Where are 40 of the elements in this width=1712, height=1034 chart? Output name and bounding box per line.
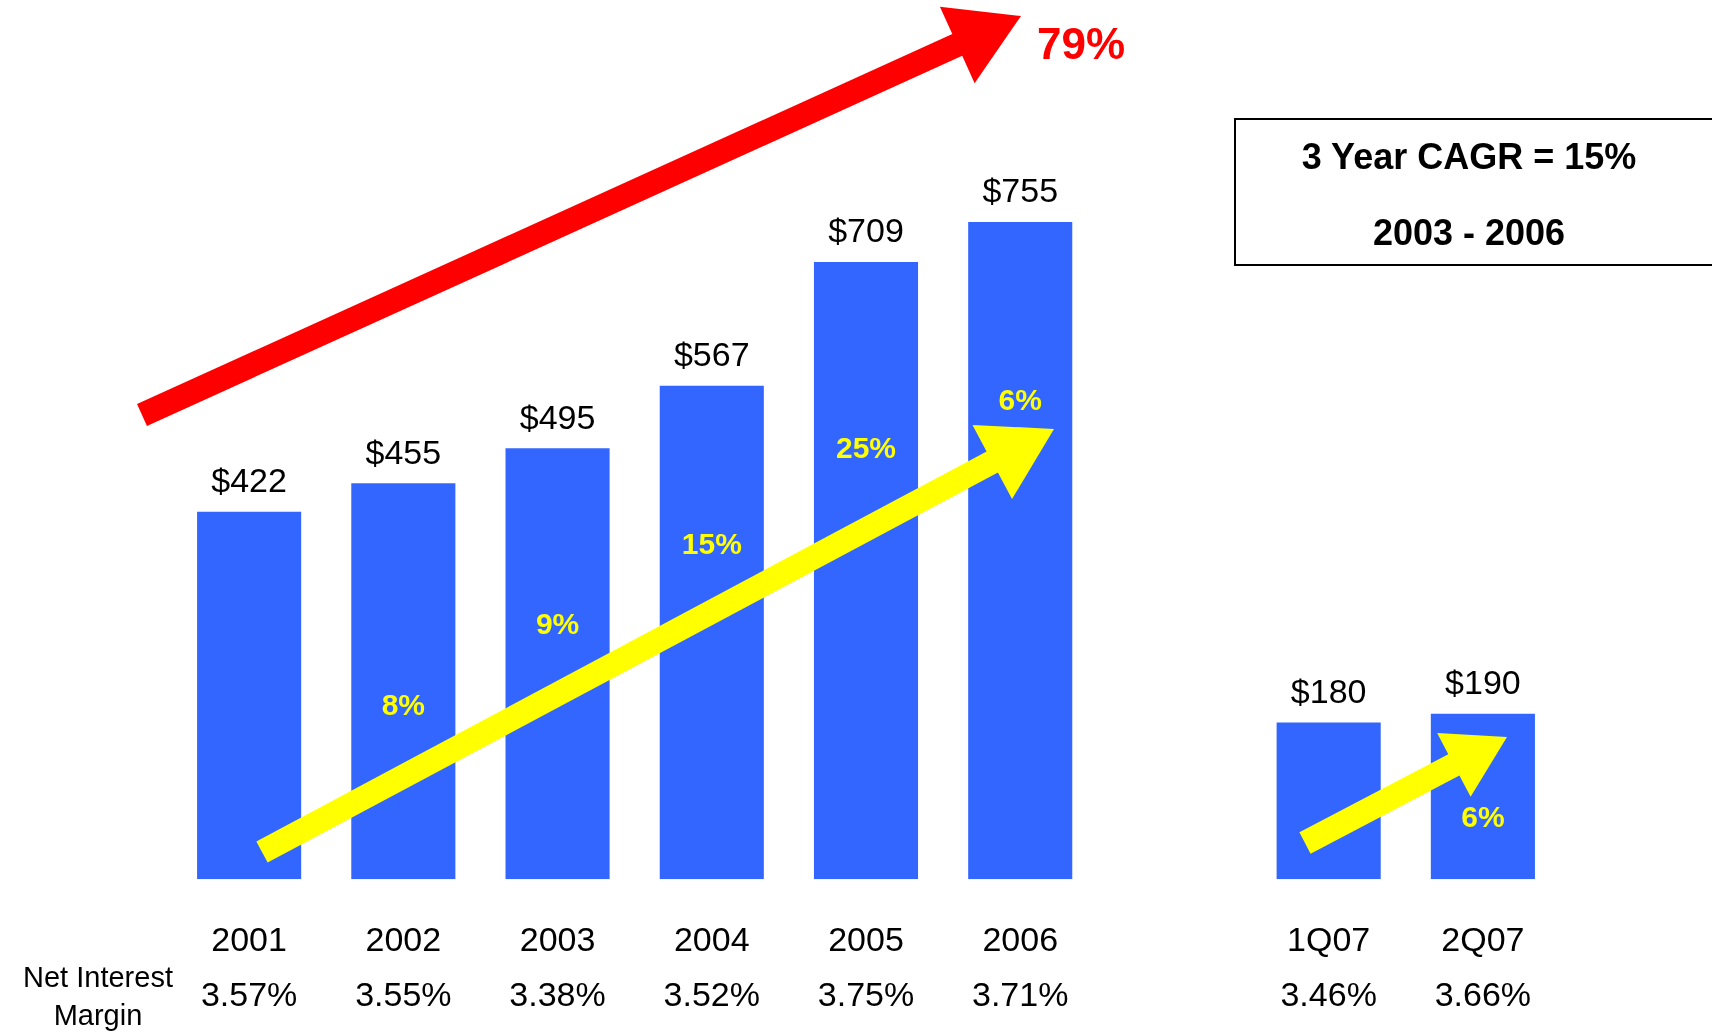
x-tick-label: 2005 [828,919,904,958]
annotation: 9% [535,607,580,641]
bar [197,511,302,880]
text: 3.55% [355,975,452,1014]
data-label: $755 [982,171,1059,210]
annotation: 6% [998,383,1042,417]
data-label: $567 [673,335,750,374]
text: 3.38% [509,975,606,1014]
data-label: $180 [1290,671,1367,710]
text: 3.57% [200,975,298,1014]
text: 3.71% [972,975,1069,1014]
x-tick-label: 2Q07 [1441,919,1525,958]
x-tick-label: 2002 [365,919,442,958]
x-tick-label: 2003 [519,919,596,958]
data-label: $709 [828,211,904,250]
x-tick-label: 2001 [211,919,287,958]
data-label: $495 [519,397,596,436]
annotation: 15% [681,527,742,561]
text: 3.66% [1434,975,1532,1014]
data-label: $422 [211,461,287,500]
text: Net Interest Margin [22,960,174,1033]
bar [659,385,764,880]
annotation: 2003 - 2006 [1372,212,1566,254]
text: 79% [1036,19,1126,69]
bar [968,222,1073,880]
annotation: 25% [835,431,897,465]
text: 3.52% [663,975,760,1014]
annotation: 6% [1461,800,1505,834]
x-tick-label: 1Q07 [1287,919,1371,958]
annotation: 8% [381,688,426,722]
data-label: $190 [1445,663,1521,702]
x-tick-label: 2004 [673,919,750,958]
text: 3 Year CAGR = 15% [1301,136,1637,178]
text: 3.75% [817,975,915,1014]
x-tick-label: 2006 [982,919,1059,958]
bar [351,483,456,880]
bar [505,448,610,880]
data-label: $455 [365,432,442,471]
text: 3.46% [1280,975,1377,1014]
bar [813,262,919,880]
